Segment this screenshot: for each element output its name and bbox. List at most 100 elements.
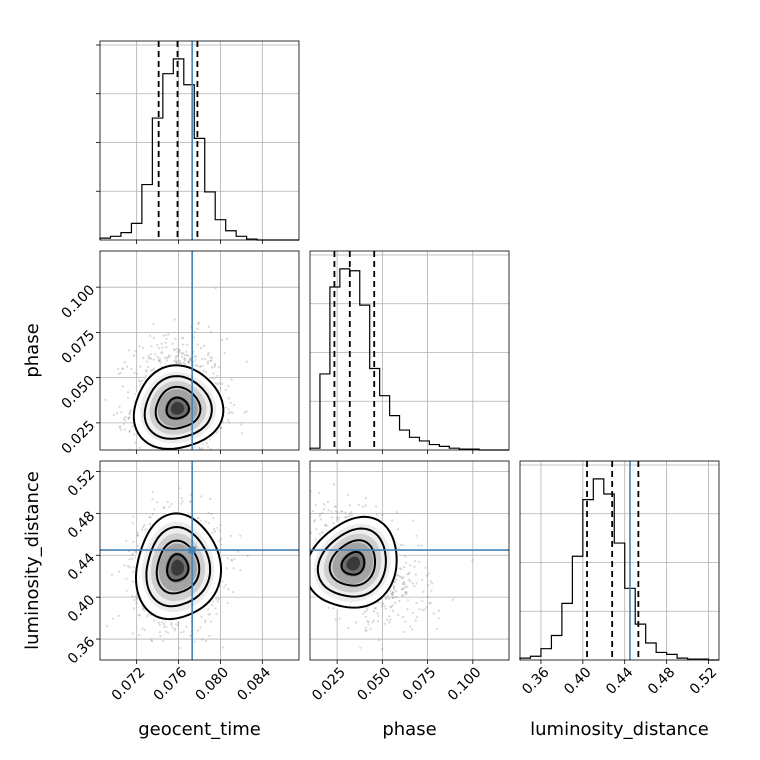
sample-point — [111, 617, 114, 620]
panel-frame — [309, 250, 510, 451]
sample-point — [178, 360, 181, 363]
sample-point — [132, 570, 135, 574]
y-tick-label: 0.100 — [59, 282, 99, 322]
sample-point — [203, 621, 206, 624]
sample-point — [143, 609, 146, 612]
sample-point — [208, 634, 211, 638]
sample-point — [150, 357, 153, 360]
sample-point — [417, 544, 420, 547]
sample-point — [402, 576, 405, 579]
x-tick-label: 0.080 — [193, 664, 233, 704]
sample-point — [151, 450, 153, 452]
sample-point — [150, 345, 153, 348]
sample-point — [189, 357, 192, 360]
sample-point — [415, 534, 418, 537]
sample-point — [162, 639, 165, 643]
sample-point — [406, 585, 409, 588]
sample-point — [415, 582, 418, 585]
sample-point — [354, 621, 357, 624]
sample-point — [321, 512, 324, 515]
sample-point — [138, 614, 141, 617]
sample-point — [224, 406, 227, 409]
sample-point — [388, 615, 391, 618]
sample-point — [208, 473, 210, 475]
x-tick-label: 0.48 — [645, 664, 678, 697]
sample-point — [134, 551, 137, 554]
sample-point — [399, 567, 402, 570]
sample-point — [402, 594, 405, 597]
sample-point — [223, 586, 226, 589]
sample-point — [195, 364, 198, 367]
sample-point — [303, 525, 305, 527]
sample-point — [209, 497, 212, 501]
sample-point — [310, 531, 313, 534]
sample-point — [128, 413, 131, 416]
sample-point — [196, 365, 199, 368]
sample-point — [188, 359, 191, 362]
sample-point — [391, 604, 394, 607]
sample-point — [119, 425, 122, 428]
sample-point — [154, 353, 157, 356]
sample-point — [164, 630, 167, 633]
sample-point — [338, 617, 341, 620]
sample-point — [125, 589, 128, 592]
sample-point — [240, 432, 243, 435]
sample-point — [117, 367, 120, 370]
marginal-panel-geocent_time — [96, 40, 300, 244]
sample-point — [430, 589, 433, 592]
sample-point — [128, 566, 131, 569]
sample-point — [161, 351, 164, 354]
sample-point — [404, 555, 407, 558]
sample-point — [166, 501, 169, 504]
sample-point — [407, 578, 411, 581]
sample-point — [205, 370, 208, 374]
sample-point — [381, 647, 384, 651]
sample-point — [134, 441, 137, 444]
panel-frame — [99, 40, 300, 241]
sample-point — [173, 629, 176, 632]
sample-point — [225, 567, 228, 570]
sample-point — [163, 506, 166, 509]
sample-point — [287, 497, 289, 499]
sample-point — [411, 582, 414, 585]
sample-point — [189, 493, 192, 496]
joint-panel-geocent_time-luminosity_distance: 0.072 0.076 0.080 0.084 0.36 0.40 0.44 0.48 0.52 — [65, 460, 300, 704]
sample-point — [314, 503, 317, 506]
sample-point — [391, 593, 394, 596]
sample-point — [124, 419, 127, 422]
sample-point — [136, 531, 139, 534]
sample-point — [424, 566, 427, 569]
sample-point — [367, 620, 370, 623]
x-tick-label: 0.44 — [603, 664, 636, 697]
sample-point — [319, 518, 323, 521]
sample-point — [173, 348, 176, 351]
sample-point — [131, 632, 134, 635]
sample-point — [197, 516, 200, 520]
sample-point — [165, 625, 168, 628]
sample-point — [148, 516, 151, 519]
sample-point — [221, 580, 224, 583]
sample-point — [409, 625, 412, 628]
sample-point — [432, 612, 435, 615]
sample-point — [160, 342, 163, 345]
sample-point — [218, 539, 221, 543]
x-tick-label: 0.100 — [445, 664, 485, 704]
sample-point — [313, 520, 316, 523]
sample-point — [161, 461, 163, 463]
sample-point — [131, 594, 134, 598]
sample-point — [307, 583, 309, 585]
truth-marker — [188, 546, 196, 554]
sample-point — [239, 569, 242, 572]
sample-point — [134, 595, 137, 598]
sample-point — [205, 442, 208, 445]
sample-point — [206, 452, 208, 454]
sample-point — [302, 514, 304, 516]
sample-point — [372, 610, 376, 613]
sample-point — [146, 365, 150, 368]
sample-point — [122, 367, 125, 370]
sample-point — [104, 398, 107, 401]
sample-point — [175, 360, 178, 363]
sample-point — [402, 587, 405, 590]
sample-point — [213, 364, 216, 367]
